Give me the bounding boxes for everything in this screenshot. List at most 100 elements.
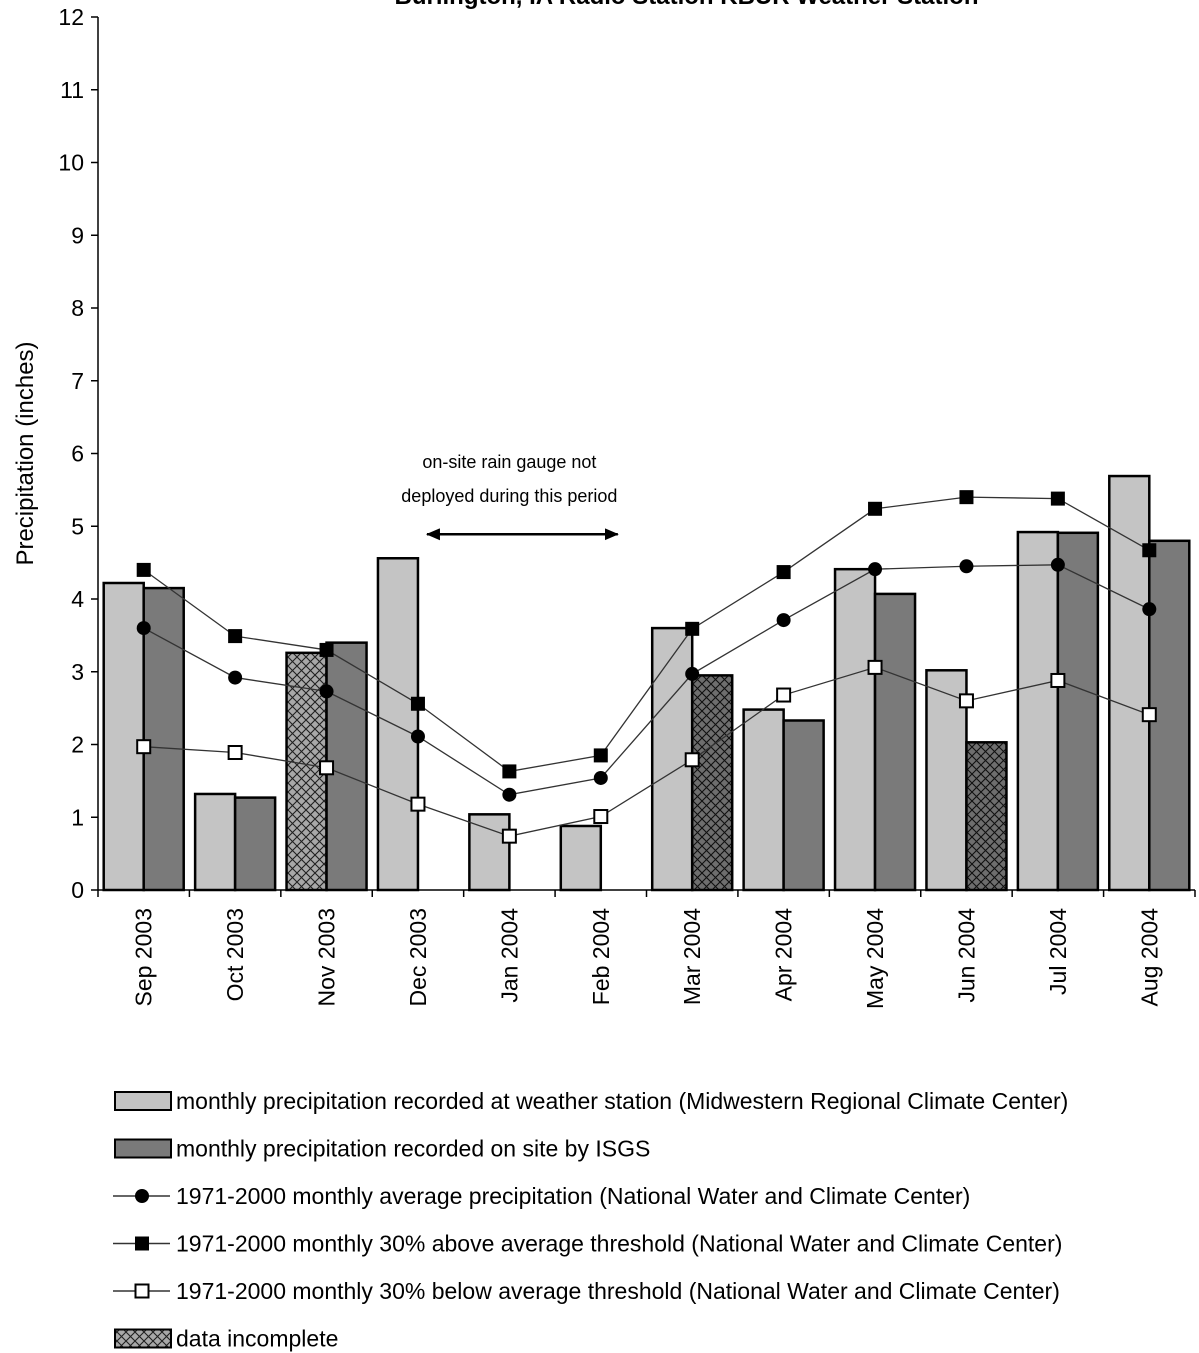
bar-onsite-0 xyxy=(142,586,185,892)
bar-station-11 xyxy=(1108,474,1151,892)
point-avg-7 xyxy=(776,613,791,628)
point-below-8 xyxy=(867,659,883,675)
bar-station-4 xyxy=(468,813,511,892)
y-tick-label: 9 xyxy=(71,222,84,248)
point-below-1 xyxy=(227,745,243,761)
legend-label: data incomplete xyxy=(176,1326,338,1352)
bar-onsite-1 xyxy=(233,796,277,892)
category-label: Oct 2003 xyxy=(222,908,248,1001)
point-above-1 xyxy=(228,629,243,644)
point-above-11 xyxy=(1142,543,1157,558)
annotation-line-1: on-site rain gauge not xyxy=(422,452,596,472)
point-below-2 xyxy=(319,760,335,776)
line-series-2 xyxy=(143,666,1150,837)
point-above-2 xyxy=(319,642,334,657)
point-avg-8 xyxy=(868,562,883,577)
y-tick-label: 11 xyxy=(60,77,84,103)
category-label: Apr 2004 xyxy=(771,908,797,1002)
point-avg-10 xyxy=(1050,557,1065,572)
legend-label: monthly precipitation recorded on site b… xyxy=(176,1136,650,1162)
y-tick-label: 6 xyxy=(71,441,84,467)
bar-station-0 xyxy=(102,581,145,892)
y-axis-title: Precipitation (inches) xyxy=(12,341,39,565)
point-below-7 xyxy=(776,687,792,703)
annotation: on-site rain gauge not deployed during t… xyxy=(401,452,619,541)
y-tick-label: 10 xyxy=(58,150,84,176)
legend-label: 1971-2000 monthly 30% below average thre… xyxy=(176,1278,1060,1304)
point-avg-4 xyxy=(502,787,517,802)
point-above-10 xyxy=(1050,491,1065,506)
point-above-3 xyxy=(410,696,425,711)
legend-swatch xyxy=(114,1138,172,1159)
annotation-line-2: deployed during this period xyxy=(401,486,617,506)
bar-station-7 xyxy=(742,708,785,892)
category-label: Jul 2004 xyxy=(1045,908,1071,995)
point-avg-0 xyxy=(136,621,151,636)
point-avg-3 xyxy=(410,729,425,744)
point-above-9 xyxy=(959,490,974,505)
point-below-3 xyxy=(410,796,426,812)
y-tick-label: 12 xyxy=(58,4,84,30)
legend-label: monthly precipitation recorded at weathe… xyxy=(176,1088,1068,1114)
category-label: Feb 2004 xyxy=(588,908,614,1005)
category-label: Jun 2004 xyxy=(953,908,979,1003)
point-above-8 xyxy=(868,501,883,516)
y-tick-label: 3 xyxy=(71,659,84,685)
y-tick-label: 5 xyxy=(71,513,84,539)
category-label: Sep 2003 xyxy=(131,908,157,1006)
bars-layer xyxy=(102,474,1191,892)
bar-station-3 xyxy=(376,557,420,892)
bar-onsite-9 xyxy=(965,741,1008,892)
bar-onsite-7 xyxy=(782,719,825,892)
point-below-10 xyxy=(1050,672,1066,688)
point-avg-1 xyxy=(228,670,243,685)
bar-station-10 xyxy=(1016,530,1060,892)
point-avg-6 xyxy=(685,666,700,681)
bar-station-5 xyxy=(559,824,603,892)
bar-onsite-6 xyxy=(690,674,734,892)
point-below-9 xyxy=(958,693,974,709)
point-below-6 xyxy=(684,752,700,768)
legend-marker xyxy=(135,1236,149,1251)
legend-swatch xyxy=(114,1328,172,1349)
point-above-0 xyxy=(136,562,151,577)
legend-label: 1971-2000 monthly average precipitation … xyxy=(176,1183,970,1209)
category-label: Dec 2003 xyxy=(405,908,431,1006)
bar-station-8 xyxy=(833,567,877,892)
y-tick-label: 1 xyxy=(71,804,84,830)
y-tick-label: 7 xyxy=(71,368,84,394)
legend-marker xyxy=(134,1283,150,1299)
bar-onsite-8 xyxy=(873,592,917,892)
category-label: Nov 2003 xyxy=(314,908,340,1006)
category-label: Mar 2004 xyxy=(679,908,705,1005)
point-above-5 xyxy=(593,748,608,763)
point-avg-9 xyxy=(959,559,974,574)
point-below-11 xyxy=(1141,707,1157,723)
category-label: Aug 2004 xyxy=(1136,908,1162,1007)
point-avg-5 xyxy=(593,770,608,785)
y-tick-label: 2 xyxy=(71,732,84,758)
category-label: Jan 2004 xyxy=(496,908,522,1003)
line-series-1 xyxy=(143,496,1150,773)
line-series-0 xyxy=(143,564,1150,796)
legend: monthly precipitation recorded at weathe… xyxy=(113,1088,1068,1352)
point-above-6 xyxy=(685,621,700,636)
bar-onsite-10 xyxy=(1056,531,1100,892)
point-below-5 xyxy=(593,809,609,825)
bar-station-1 xyxy=(193,792,237,892)
point-above-7 xyxy=(776,565,791,580)
point-below-0 xyxy=(136,739,152,755)
point-avg-2 xyxy=(319,684,334,699)
category-label-layer: Sep 2003 Oct 2003 Nov 2003 Dec 2003 Jan 2004… xyxy=(97,890,1196,1009)
point-above-4 xyxy=(502,764,517,779)
point-avg-11 xyxy=(1142,602,1157,617)
y-tick-label: 4 xyxy=(71,586,84,612)
legend-label: 1971-2000 monthly 30% above average thre… xyxy=(176,1231,1062,1257)
lines-layer xyxy=(136,490,1157,844)
y-tick-label: 0 xyxy=(71,877,84,903)
chart-title: Burlington, IA Radio Station KBUR Weathe… xyxy=(395,0,979,10)
category-label: May 2004 xyxy=(862,908,888,1009)
y-tick-label: 8 xyxy=(71,295,84,321)
